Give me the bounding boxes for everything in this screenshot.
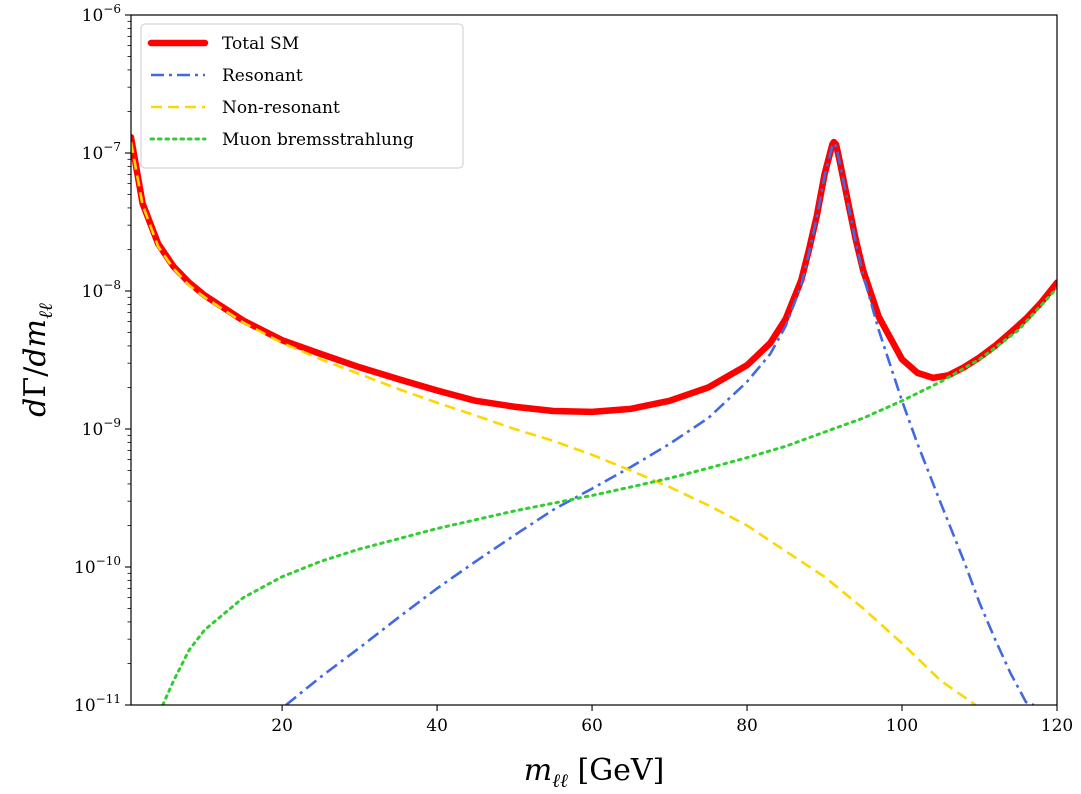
y-tick-label: 10−7 xyxy=(82,140,121,164)
plot-frame xyxy=(130,14,1058,706)
x-tick-label: 80 xyxy=(736,716,758,736)
series-line-3 xyxy=(161,286,1057,705)
legend-label-0: Total SM xyxy=(222,34,299,54)
y-tick-label: 10−6 xyxy=(82,2,121,26)
x-axis-label: mℓℓ [GeV] xyxy=(524,753,665,792)
x-axis: 20 40 60 80 100 120 xyxy=(271,705,1073,736)
series-line-1 xyxy=(285,141,1035,705)
x-tick-label: 40 xyxy=(426,716,448,736)
x-tick-label: 60 xyxy=(581,716,603,736)
legend: Total SM Resonant Non-resonant Muon bremsst… xyxy=(140,23,464,169)
y-tick-label: 10−9 xyxy=(82,416,121,440)
x-tick-label: 120 xyxy=(1041,716,1073,736)
y-axis-label: dΓ/dmℓℓ xyxy=(18,303,57,417)
x-tick-label: 100 xyxy=(886,716,918,736)
y-tick-label: 10−8 xyxy=(82,278,121,302)
y-tick-label: 10−10 xyxy=(74,554,121,578)
series-layer xyxy=(131,134,1057,705)
legend-label-3: Muon bremsstrahlung xyxy=(222,130,414,150)
legend-box xyxy=(140,23,464,169)
y-tick-label: 10−11 xyxy=(74,692,121,716)
x-tick-label: 20 xyxy=(271,716,293,736)
legend-label-1: Resonant xyxy=(222,66,303,86)
legend-label-2: Non-resonant xyxy=(222,98,340,118)
series-line-0 xyxy=(131,134,1057,416)
series-line-2 xyxy=(131,141,977,705)
y-axis: 10−11 10−10 10−9 10−8 10−7 10−6 xyxy=(74,2,131,716)
